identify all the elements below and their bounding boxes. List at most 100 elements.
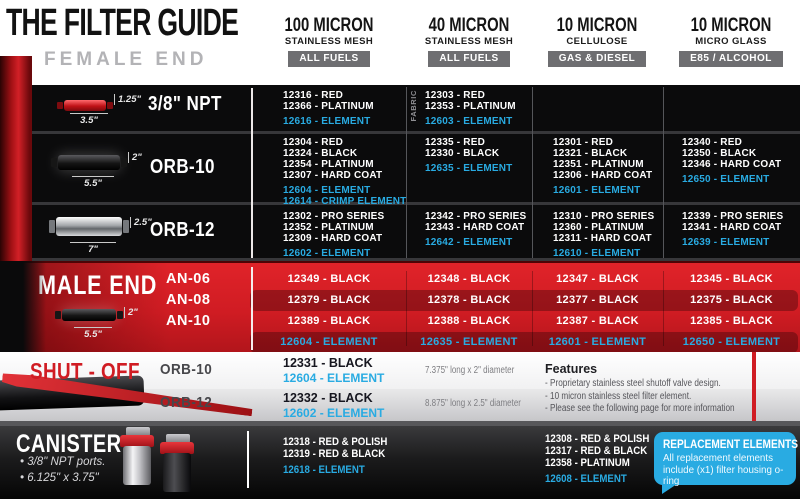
part-number: 12310 - PRO SERIES bbox=[553, 211, 655, 222]
male-end-title: MALE END bbox=[38, 270, 158, 300]
female-row-orb10: 2" 5.5" ORB-10 12304 - RED 12324 - BLACK 1… bbox=[0, 134, 800, 207]
part-number: 12642 - ELEMENT bbox=[425, 237, 513, 248]
part-number: 12635 - ELEMENT bbox=[420, 336, 518, 348]
column-divider bbox=[532, 87, 533, 258]
part-number: 12301 - RED bbox=[553, 137, 614, 148]
part-number: 12304 - RED bbox=[283, 137, 344, 148]
part-number: 12346 - HARD COAT bbox=[682, 159, 782, 170]
part-number: 12331 - BLACK bbox=[283, 356, 373, 370]
parts-cell: 12316 - RED 12366 - PLATINUM 12616 - ELEME… bbox=[283, 90, 405, 127]
page-title: THE FILTER GUIDE bbox=[6, 2, 239, 44]
part-number: 12389 - BLACK bbox=[287, 315, 371, 327]
micron-label: 10 MICRON bbox=[690, 15, 772, 36]
part-number: 12650 - ELEMENT bbox=[682, 336, 781, 348]
parts-cell: 12340 - RED 12350 - BLACK 12346 - HARD COA… bbox=[682, 137, 796, 185]
part-number: 12308 - RED & POLISH bbox=[545, 433, 650, 445]
part-number: 12324 - BLACK bbox=[283, 148, 358, 159]
row-separator bbox=[0, 131, 800, 134]
fuel-badge: ALL FUELS bbox=[428, 51, 510, 67]
parts-cell: 12348 - BLACK 12378 - BLACK 12388 - BLACK 1… bbox=[406, 269, 532, 353]
row-name: ORB-12 bbox=[150, 219, 215, 241]
media-label: MICRO GLASS bbox=[695, 36, 767, 47]
part-number: 12321 - BLACK bbox=[553, 148, 628, 159]
micron-label: 10 MICRON bbox=[556, 15, 638, 36]
part-number: 12350 - BLACK bbox=[682, 148, 757, 159]
feature-item: - Proprietary stainless steel shutoff va… bbox=[545, 378, 721, 389]
parts-cell: 12332 - BLACK 12602 - ELEMENT bbox=[283, 391, 423, 421]
callout-body: All replacement elements include (x1) fi… bbox=[663, 453, 784, 487]
black-canister-photo bbox=[158, 434, 198, 494]
dim-height-label: 2" bbox=[128, 152, 142, 163]
callout-title: REPLACEMENT ELEMENTS bbox=[663, 439, 798, 451]
feature-item: - 10 micron stainless steel filter eleme… bbox=[545, 390, 692, 402]
dim-width-label: 7" bbox=[70, 242, 116, 255]
media-label: STAINLESS MESH bbox=[284, 36, 374, 47]
part-number: 12343 - HARD COAT bbox=[425, 222, 525, 233]
part-number: 12352 - PLATINUM bbox=[283, 222, 374, 233]
part-number: 12349 - BLACK bbox=[287, 273, 371, 285]
size-note: 8.875" long x 2.5" diameter bbox=[425, 398, 521, 409]
shut-off-section: SHUT - OFF ORB-10 12331 - BLACK 12604 - E… bbox=[0, 352, 800, 426]
part-number: 12604 - ELEMENT bbox=[283, 185, 371, 196]
size-note: 7.375" long x 2" diameter bbox=[425, 365, 515, 376]
part-number: 12602 - ELEMENT bbox=[283, 406, 385, 420]
dim-width-label: 3.5" bbox=[70, 113, 108, 126]
column-divider bbox=[663, 271, 664, 346]
features-list: - Proprietary stainless steel shutoff va… bbox=[545, 378, 755, 416]
an-size-label: AN-08 bbox=[166, 292, 211, 308]
an-size-label: AN-10 bbox=[166, 313, 211, 329]
parts-cell: 12342 - PRO SERIES 12343 - HARD COAT 12642… bbox=[425, 211, 529, 248]
red-filter-photo bbox=[57, 100, 113, 111]
part-number: 12348 - BLACK bbox=[427, 273, 511, 285]
red-filter-side-photo bbox=[0, 56, 32, 261]
parts-cell: 12335 - RED 12330 - BLACK 12635 - ELEMENT bbox=[425, 137, 529, 174]
canister-title: CANISTER bbox=[16, 430, 122, 458]
part-number: 12316 - RED bbox=[283, 90, 344, 101]
column-divider bbox=[247, 431, 249, 488]
part-number: 12306 - HARD COAT bbox=[553, 170, 653, 181]
part-number: 12379 - BLACK bbox=[287, 294, 371, 306]
part-number: 12603 - ELEMENT bbox=[425, 116, 513, 127]
canister-cap bbox=[120, 435, 154, 447]
column-header-10-micron-cellulose: 10 MICRON CELLULOSE GAS & DIESEL bbox=[517, 16, 677, 67]
female-row-orb12: 2.5" 7" ORB-12 12302 - PRO SERIES 12352 -… bbox=[0, 205, 800, 261]
column-divider bbox=[251, 267, 253, 350]
female-end-table: 1.25" 3.5" 3/8" NPT FABRIC 12316 - RED 12… bbox=[0, 85, 800, 261]
mounting-bracket bbox=[126, 427, 150, 436]
chrome-filter-photo bbox=[49, 217, 129, 236]
row-separator bbox=[0, 202, 800, 205]
canister-bullet: • 6.125" x 3.75" bbox=[20, 472, 99, 484]
part-number: 12385 - BLACK bbox=[690, 315, 773, 327]
parts-cell: 12349 - BLACK 12379 - BLACK 12389 - BLACK 1… bbox=[252, 269, 406, 353]
column-divider bbox=[251, 88, 253, 258]
row-name: 3/8" NPT bbox=[148, 93, 222, 115]
fuel-badge: GAS & DIESEL bbox=[547, 51, 647, 67]
part-number: 12608 - ELEMENT bbox=[545, 473, 627, 485]
subtitle-female-end: FEMALE END bbox=[44, 49, 208, 70]
part-number: 12601 - ELEMENT bbox=[548, 336, 647, 348]
part-number: 12602 - ELEMENT bbox=[283, 248, 371, 259]
canister-section: CANISTER • 3/8" NPT ports. • 6.125" x 3.7… bbox=[0, 426, 800, 499]
features-title: Features bbox=[545, 362, 598, 376]
red-accent-line bbox=[752, 352, 756, 421]
micron-label: 40 MICRON bbox=[428, 15, 510, 36]
column-divider bbox=[406, 271, 407, 346]
dim-width-label: 5.5" bbox=[72, 176, 114, 189]
section-divider-strip bbox=[0, 421, 800, 426]
parts-cell: 12302 - PRO SERIES 12352 - PLATINUM 12309 … bbox=[283, 211, 405, 259]
part-number: 12318 - RED & POLISH bbox=[283, 436, 388, 448]
part-number: 12307 - HARD COAT bbox=[283, 170, 383, 181]
row-separator bbox=[0, 258, 800, 261]
part-number: 12317 - RED & BLACK bbox=[545, 445, 648, 457]
parts-cell: 12347 - BLACK 12377 - BLACK 12387 - BLACK 1… bbox=[532, 269, 663, 353]
shut-off-title: SHUT - OFF bbox=[30, 358, 140, 384]
part-number: 12309 - HARD COAT bbox=[283, 233, 383, 244]
column-divider bbox=[406, 87, 407, 258]
column-header-100-micron: 100 MICRON STAINLESS MESH ALL FUELS bbox=[249, 16, 409, 67]
black-fitting-side-photo bbox=[0, 261, 46, 352]
part-number: 12347 - BLACK bbox=[556, 273, 639, 285]
dim-height-label: 2.5" bbox=[130, 217, 152, 228]
column-divider bbox=[663, 87, 664, 258]
female-row-npt: 1.25" 3.5" 3/8" NPT FABRIC 12316 - RED 12… bbox=[0, 85, 800, 131]
part-number: 12353 - PLATINUM bbox=[425, 101, 516, 112]
